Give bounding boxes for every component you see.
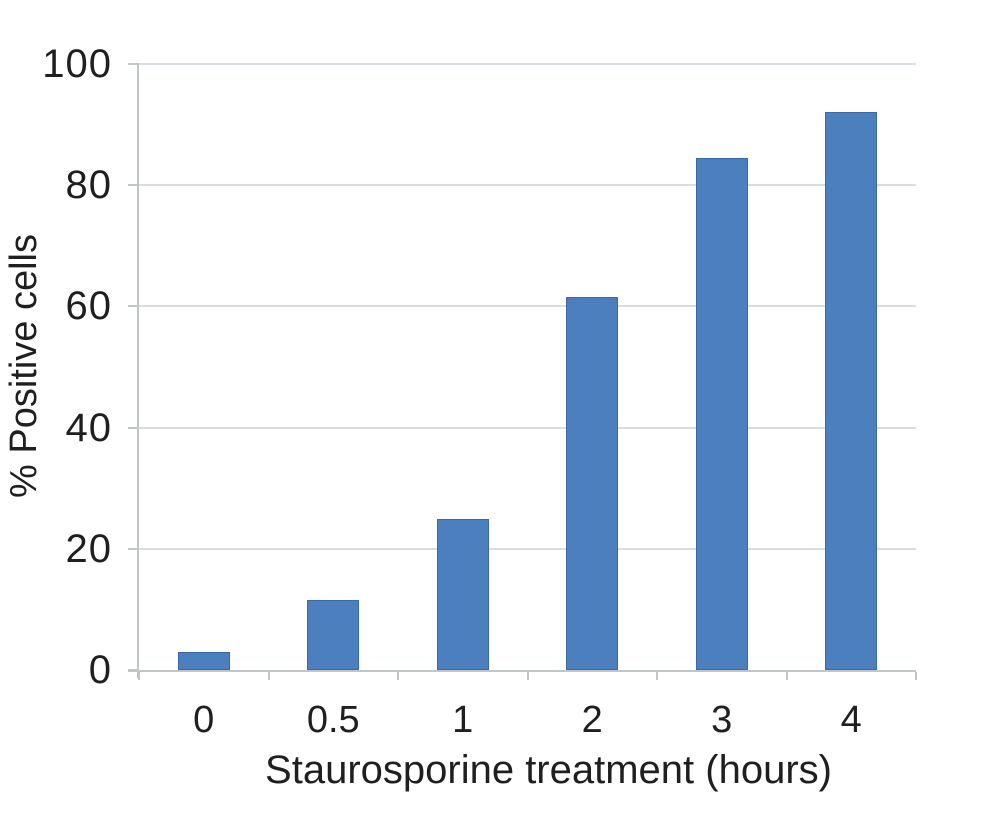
gridline-y-80: [139, 184, 916, 187]
bar-0h: [177, 651, 230, 670]
x-axis-tick-1: [267, 672, 270, 680]
bar-4h: [825, 112, 878, 670]
y-tick-label-60: 60: [65, 284, 112, 329]
gridline-y-60: [139, 305, 916, 308]
y-axis-tick-80: [128, 184, 139, 187]
y-axis-tick-100: [128, 63, 139, 65]
y-axis-line: [137, 63, 139, 678]
bar-3h: [695, 157, 748, 670]
x-tick-label-4: 4: [840, 699, 862, 741]
x-axis-tick-0: [138, 672, 140, 680]
x-axis-tick-4: [656, 672, 658, 680]
gridline-y-20: [139, 547, 916, 550]
x-tick-label-0: 0: [193, 699, 215, 741]
x-axis-tick-6: [915, 672, 917, 680]
y-axis-title: % Positive cells: [3, 234, 45, 498]
y-tick-label-80: 80: [65, 163, 112, 208]
x-tick-label-2: 2: [581, 699, 603, 741]
bar-0.5h: [307, 600, 360, 670]
bar-1h: [436, 518, 489, 670]
y-tick-label-100: 100: [42, 42, 112, 86]
y-tick-label-0: 0: [88, 648, 112, 692]
x-axis-line: [128, 670, 916, 672]
x-axis-tick-3: [526, 672, 529, 680]
gridline-y-40: [139, 426, 916, 429]
y-axis-tick-40: [128, 426, 139, 429]
y-axis-tick-60: [128, 305, 139, 308]
gridline-y-100: [139, 63, 916, 65]
bar-2h: [566, 297, 619, 670]
y-tick-label-20: 20: [65, 526, 112, 571]
x-tick-label-3: 3: [711, 699, 733, 741]
x-axis-title: Staurosporine treatment (hours): [265, 748, 832, 792]
x-axis-tick-5: [785, 672, 788, 680]
x-tick-label-0.5: 0.5: [306, 699, 360, 741]
x-axis-tick-2: [397, 672, 399, 680]
y-tick-label-40: 40: [65, 405, 112, 450]
y-axis-tick-20: [128, 547, 139, 550]
x-tick-label-1: 1: [452, 699, 474, 741]
